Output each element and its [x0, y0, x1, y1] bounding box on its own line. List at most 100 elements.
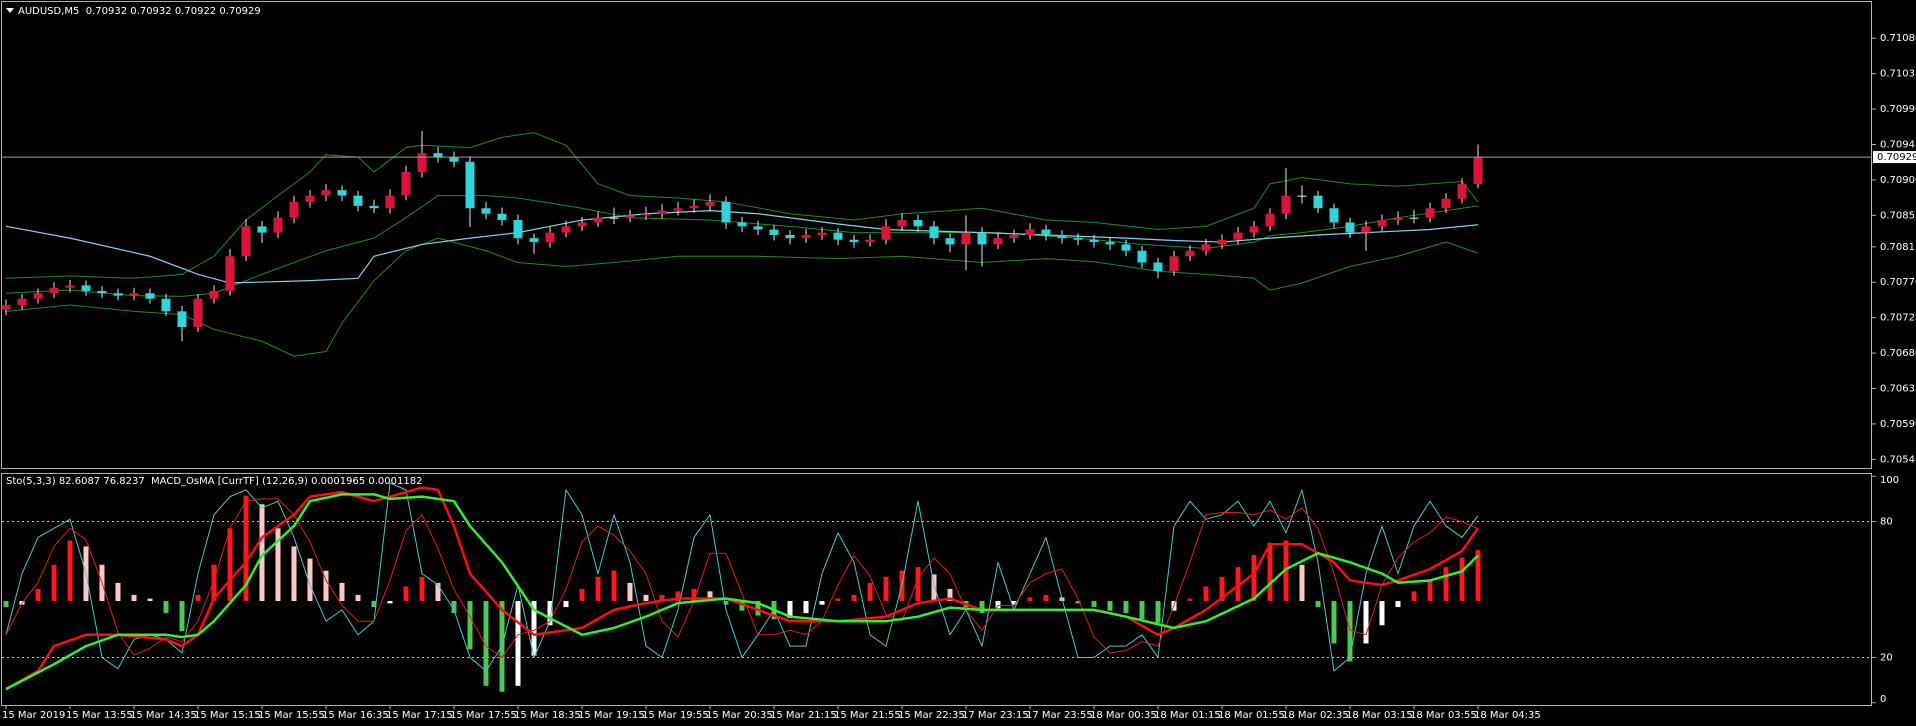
histogram-bar: [739, 601, 745, 611]
y-tick-label: 0.70815: [1880, 242, 1916, 253]
candle-body: [65, 285, 75, 288]
candle-body: [1201, 244, 1211, 251]
indicator-panel-frame: [1, 473, 1872, 706]
histogram-bar: [627, 582, 633, 602]
histogram-bar: [803, 601, 809, 614]
candle-body: [225, 256, 235, 291]
histogram-bar: [643, 594, 649, 602]
histogram-bar: [243, 495, 249, 602]
histogram-bar: [419, 576, 425, 602]
candle-body: [337, 190, 347, 196]
candle-body: [289, 201, 299, 218]
histogram-bar: [1363, 601, 1369, 644]
y-tick-label: 0: [1880, 694, 1886, 705]
last-price-box: [1873, 151, 1916, 164]
candle-body: [1345, 222, 1355, 233]
candle-body: [913, 220, 923, 227]
candle-body: [1409, 217, 1419, 219]
histogram-bar: [1411, 591, 1417, 602]
histogram-bar: [227, 528, 233, 602]
histogram-bar: [1331, 601, 1337, 644]
indicator-title: Sto(5,3,3) 82.6087 76.8237 MACD_OsMA [Cu…: [6, 476, 422, 487]
overlay-line: [5, 237, 1479, 357]
histogram-bar: [1251, 554, 1257, 602]
candle-body: [1265, 213, 1275, 227]
candle-body: [641, 213, 651, 216]
histogram-bar: [1475, 550, 1481, 602]
candle-body: [609, 217, 619, 219]
histogram-bar: [483, 601, 489, 686]
candle-body: [1233, 232, 1243, 240]
candle-body: [353, 195, 363, 206]
candle-body: [625, 215, 635, 218]
histogram-bar: [1347, 601, 1353, 662]
x-tick-label: 18 Mar 01:55: [1218, 710, 1285, 721]
histogram-bar: [3, 601, 9, 608]
histogram-bar: [867, 582, 873, 602]
y-tick-label: 0.70725: [1880, 313, 1916, 324]
histogram-bar: [675, 591, 681, 602]
candle-body: [1377, 220, 1387, 227]
candle-body: [529, 238, 539, 243]
histogram-bar: [1219, 576, 1225, 602]
candle-body: [881, 226, 891, 240]
histogram-bar: [851, 594, 857, 602]
candle-body: [545, 232, 555, 243]
candle-body: [1361, 226, 1371, 233]
candle-body: [673, 208, 683, 211]
histogram-bar: [435, 582, 441, 602]
candle-body: [305, 195, 315, 202]
histogram-bar: [787, 601, 793, 618]
histogram-bar: [1203, 586, 1209, 602]
histogram-bar: [51, 564, 57, 602]
indicator-line: [5, 498, 1479, 658]
candle-body: [257, 226, 267, 233]
x-tick-label: 18 Mar 00:35: [1090, 710, 1157, 721]
candle-body: [241, 226, 251, 257]
candle-body: [945, 238, 955, 245]
x-tick-label: 17 Mar 23:15: [962, 710, 1029, 721]
candle-body: [369, 205, 379, 209]
histogram-bar: [403, 586, 409, 602]
histogram-bar: [707, 591, 713, 602]
histogram-bar: [915, 567, 921, 602]
candle-body: [1329, 208, 1339, 223]
histogram-bar: [659, 594, 665, 602]
candle-body: [993, 238, 1003, 245]
candle-body: [737, 222, 747, 227]
menu-triangle[interactable]: [6, 8, 14, 13]
candle-body: [961, 232, 971, 245]
x-tick-label: 18 Mar 01:15: [1154, 710, 1221, 721]
x-tick-label: 15 Mar 22:35: [898, 710, 965, 721]
histogram-bar: [147, 598, 153, 602]
histogram-bar: [467, 601, 473, 650]
histogram-bar: [819, 601, 825, 605]
candle-body: [753, 226, 763, 230]
histogram-bar: [1107, 601, 1113, 611]
histogram-bar: [275, 528, 281, 602]
candle-body: [209, 290, 219, 299]
histogram-bar: [1123, 601, 1129, 614]
histogram-bar: [531, 601, 537, 656]
candle-body: [33, 293, 43, 299]
candle-body: [1297, 195, 1307, 197]
histogram-bar: [1395, 601, 1401, 608]
main-panel-frame: [1, 1, 1872, 469]
histogram-bar: [947, 588, 953, 602]
candle-body: [49, 287, 59, 294]
x-tick-label: 15 Mar 21:55: [834, 710, 901, 721]
x-tick-label: 15 Mar 17:55: [450, 710, 517, 721]
last-price-label: 0.70929: [1877, 152, 1916, 163]
histogram-bar: [179, 601, 185, 632]
candle-body: [1073, 238, 1083, 240]
overlay-line: [5, 195, 1479, 297]
candle-body: [929, 226, 939, 239]
histogram-bar: [595, 576, 601, 602]
indicator-line: [5, 482, 1479, 672]
candle-body: [1217, 239, 1227, 245]
candle-body: [81, 285, 91, 291]
histogram-bar: [1187, 598, 1193, 602]
y-tick-label: 80: [1880, 517, 1893, 528]
histogram-bar: [1235, 567, 1241, 602]
y-tick-label: 0.70635: [1880, 383, 1916, 394]
